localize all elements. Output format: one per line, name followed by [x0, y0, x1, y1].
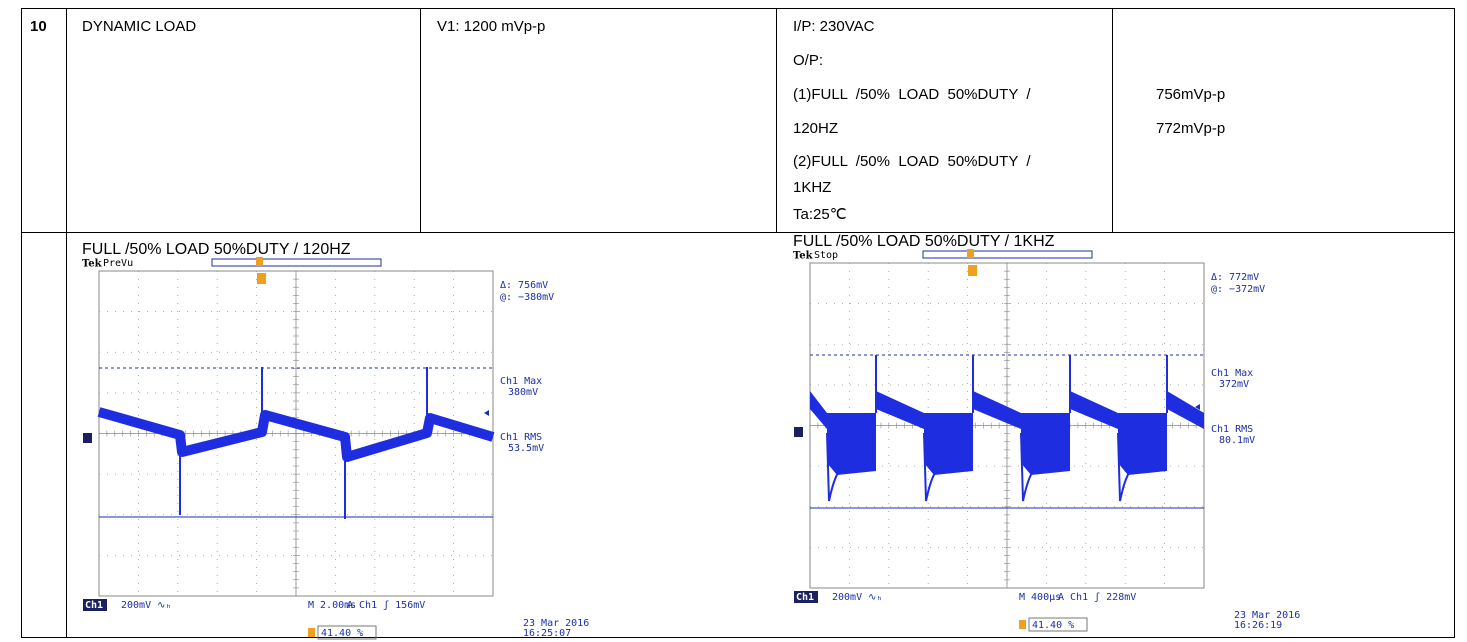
scope-readout: Ch1 Max — [500, 376, 542, 387]
scope-channel: Ch1 — [796, 592, 814, 603]
scope-trigger-position: 41.40 % — [321, 628, 363, 639]
scope-status: PreVu — [103, 258, 133, 269]
trigger-marker — [256, 257, 263, 266]
trigger-pos-icon — [308, 628, 315, 637]
document: 10 DYNAMIC LOAD V1: 1200 mVp-p I/P: 230V… — [0, 0, 1467, 642]
scope-readout: Ch1 Max — [1211, 368, 1253, 379]
page: {"table": {"rows": [{ "number": "10", "i… — [0, 0, 1467, 642]
scope-readout: @: −372mV — [1211, 284, 1265, 295]
scope-readout: @: −380mV — [500, 292, 554, 303]
scope-time: 16:26:19 — [1234, 620, 1282, 631]
spec: V1: 1200 mVp-p — [437, 18, 545, 35]
scope-brand: Tek — [793, 251, 814, 262]
item: DYNAMIC LOAD — [82, 18, 196, 35]
scope-readout: 372mV — [1219, 379, 1249, 390]
channel-marker — [794, 427, 803, 437]
scope-scale: 200mV ∿ₕ — [832, 592, 883, 603]
condition-line: 120HZ — [793, 120, 838, 137]
record-bar — [212, 259, 381, 266]
condition-line: O/P: — [793, 52, 823, 69]
condition-line: (1)FULL /50% LOAD 50%DUTY / — [793, 86, 1031, 103]
condition-line: (2)FULL /50% LOAD 50%DUTY / — [793, 153, 1031, 170]
scope-readout: 80.1mV — [1219, 435, 1255, 446]
waveform-band — [924, 413, 973, 475]
scope-channel: Ch1 — [85, 600, 103, 611]
scope-scale: 200mV ∿ₕ — [121, 600, 172, 611]
scope-timebase: M 400μs — [1019, 592, 1061, 603]
scope-brand: Tek — [82, 259, 103, 270]
scope-readout: 53.5mV — [508, 443, 544, 454]
trigger-pos-icon — [1019, 620, 1026, 629]
scope-status: Stop — [814, 250, 838, 261]
channel-marker — [83, 433, 92, 443]
result: 756mVp-p — [1156, 86, 1225, 103]
scope-readout: Ch1 RMS — [1211, 424, 1253, 435]
scope-trigger-position: 41.40 % — [1032, 620, 1074, 631]
condition-line: I/P: 230VAC — [793, 18, 875, 35]
scope-readout: 380mV — [508, 387, 538, 398]
scope-trigger: A Ch1 ʃ 156mV — [347, 600, 425, 611]
scope-readout: Δ: 772mV — [1211, 272, 1259, 283]
scope-trigger: A Ch1 ʃ 228mV — [1058, 592, 1136, 603]
scope-caption: FULL /50% LOAD 50%DUTY / 1KHZ — [793, 233, 1055, 250]
trigger-marker — [968, 265, 977, 276]
trigger-marker — [257, 273, 266, 284]
waveform-band — [1118, 413, 1167, 475]
row-number: 10 — [30, 18, 47, 35]
condition-line: 1KHZ — [793, 179, 831, 196]
condition-line: Ta:25℃ — [793, 206, 847, 223]
result: 772mVp-p — [1156, 120, 1225, 137]
scope-readout: Ch1 RMS — [500, 432, 542, 443]
record-bar — [923, 251, 1092, 258]
scope-readout: Δ: 756mV — [500, 280, 548, 291]
trigger-marker — [967, 249, 974, 258]
scope-caption: FULL /50% LOAD 50%DUTY / 120HZ — [82, 241, 351, 258]
waveform-band — [1021, 413, 1070, 475]
waveform-band — [827, 413, 876, 475]
scope-time: 16:25:07 — [523, 628, 571, 639]
